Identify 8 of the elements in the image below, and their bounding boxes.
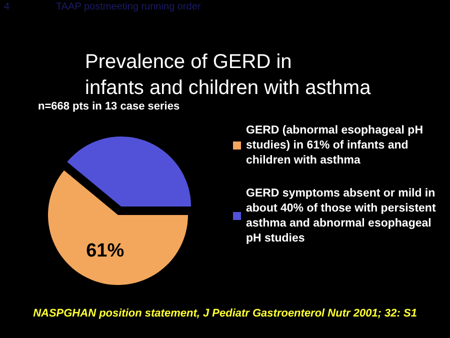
text: NASPGHAN position statement, J Pediatr Gastroenterol Nutr 2001; 32: S1 [33,308,417,320]
legend-label: GERD (abnormal esophageal pH studies) in 61% of infants and children with asthma [246,124,426,166]
text: TAAP postmeeting running order [56,2,202,12]
data-label: 61% [86,240,124,262]
text: 4 [4,2,10,12]
legend-label: GERD symptoms absent or mild in about 40% of those with persistent asthma and abnormal esophageal pH studies [246,188,439,244]
chart-title: Prevalence of GERD in infants and children with asthma [85,51,372,99]
chart-subtitle: n=668 pts in 13 case series [38,100,180,112]
